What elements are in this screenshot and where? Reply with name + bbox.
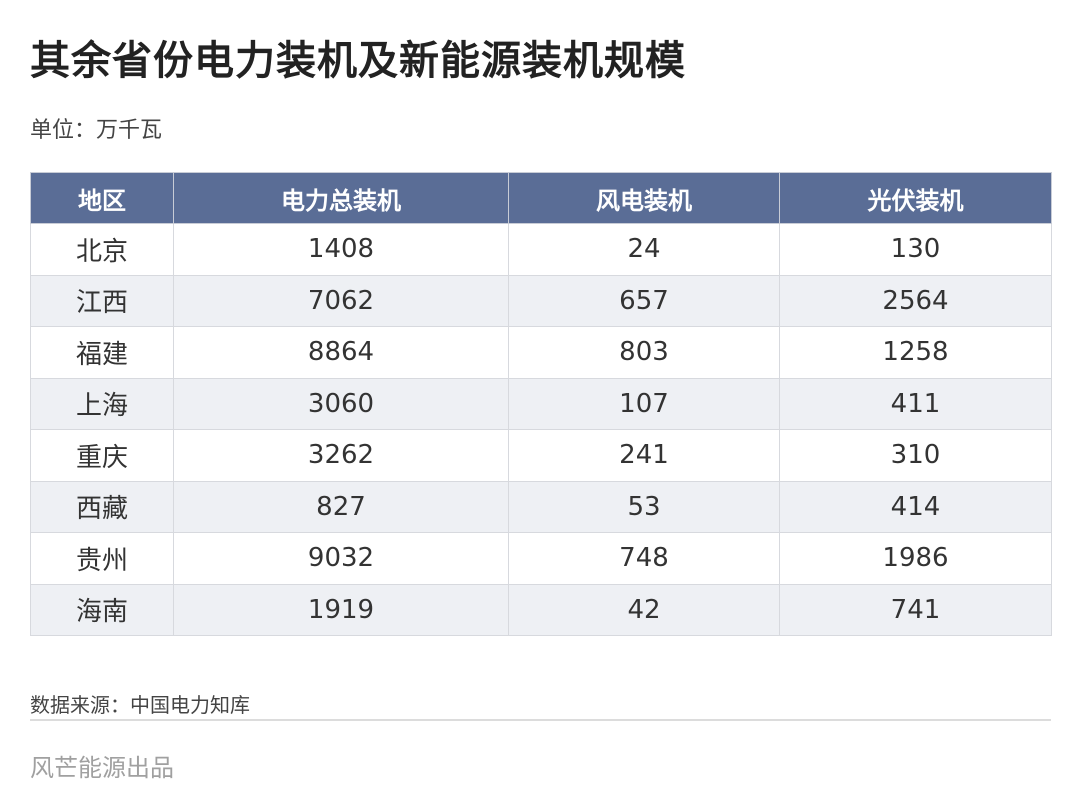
cell-solar-capacity: 130 <box>779 223 1052 276</box>
cell-solar-capacity: 414 <box>779 480 1052 533</box>
cell-region: 海南 <box>30 583 174 636</box>
page-title: 其余省份电力装机及新能源装机规模 <box>30 38 686 84</box>
table-row: 福建 8864 803 1258 <box>30 326 1052 379</box>
cell-wind-capacity: 42 <box>508 583 780 636</box>
cell-wind-capacity: 53 <box>508 480 780 533</box>
brand-credit: 风芒能源出品 <box>30 754 174 782</box>
cell-total-capacity: 8864 <box>173 326 509 379</box>
header-total-capacity: 电力总装机 <box>173 172 509 224</box>
cell-total-capacity: 7062 <box>173 274 509 327</box>
table-row: 上海 3060 107 411 <box>30 377 1052 430</box>
cell-solar-capacity: 1258 <box>779 326 1052 379</box>
cell-total-capacity: 3060 <box>173 377 509 430</box>
unit-label: 单位：万千瓦 <box>30 118 163 143</box>
cell-total-capacity: 827 <box>173 480 509 533</box>
cell-region: 上海 <box>30 377 174 430</box>
table-row: 江西 7062 657 2564 <box>30 274 1052 327</box>
cell-total-capacity: 1408 <box>173 223 509 276</box>
table-row: 重庆 3262 241 310 <box>30 429 1052 482</box>
cell-total-capacity: 1919 <box>173 583 509 636</box>
cell-region: 福建 <box>30 326 174 379</box>
cell-solar-capacity: 310 <box>779 429 1052 482</box>
cell-solar-capacity: 741 <box>779 583 1052 636</box>
divider <box>30 719 1051 721</box>
cell-region: 江西 <box>30 274 174 327</box>
data-source: 数据来源：中国电力知库 <box>30 693 250 717</box>
cell-wind-capacity: 107 <box>508 377 780 430</box>
table-row: 海南 1919 42 741 <box>30 583 1052 636</box>
data-table: 地区 电力总装机 风电装机 光伏装机 北京 1408 24 130 江西 7062 657 2… <box>30 172 1052 636</box>
cell-wind-capacity: 24 <box>508 223 780 276</box>
cell-region: 贵州 <box>30 532 174 585</box>
cell-wind-capacity: 748 <box>508 532 780 585</box>
cell-solar-capacity: 411 <box>779 377 1052 430</box>
cell-wind-capacity: 241 <box>508 429 780 482</box>
cell-wind-capacity: 803 <box>508 326 780 379</box>
cell-total-capacity: 9032 <box>173 532 509 585</box>
table-row: 北京 1408 24 130 <box>30 223 1052 276</box>
cell-region: 重庆 <box>30 429 174 482</box>
header-region: 地区 <box>30 172 174 224</box>
cell-total-capacity: 3262 <box>173 429 509 482</box>
table-header-row: 地区 电力总装机 风电装机 光伏装机 <box>30 172 1052 224</box>
cell-solar-capacity: 2564 <box>779 274 1052 327</box>
cell-wind-capacity: 657 <box>508 274 780 327</box>
table-row: 西藏 827 53 414 <box>30 480 1052 533</box>
table-row: 贵州 9032 748 1986 <box>30 532 1052 585</box>
header-wind-capacity: 风电装机 <box>508 172 780 224</box>
header-solar-capacity: 光伏装机 <box>779 172 1052 224</box>
cell-region: 西藏 <box>30 480 174 533</box>
cell-region: 北京 <box>30 223 174 276</box>
cell-solar-capacity: 1986 <box>779 532 1052 585</box>
